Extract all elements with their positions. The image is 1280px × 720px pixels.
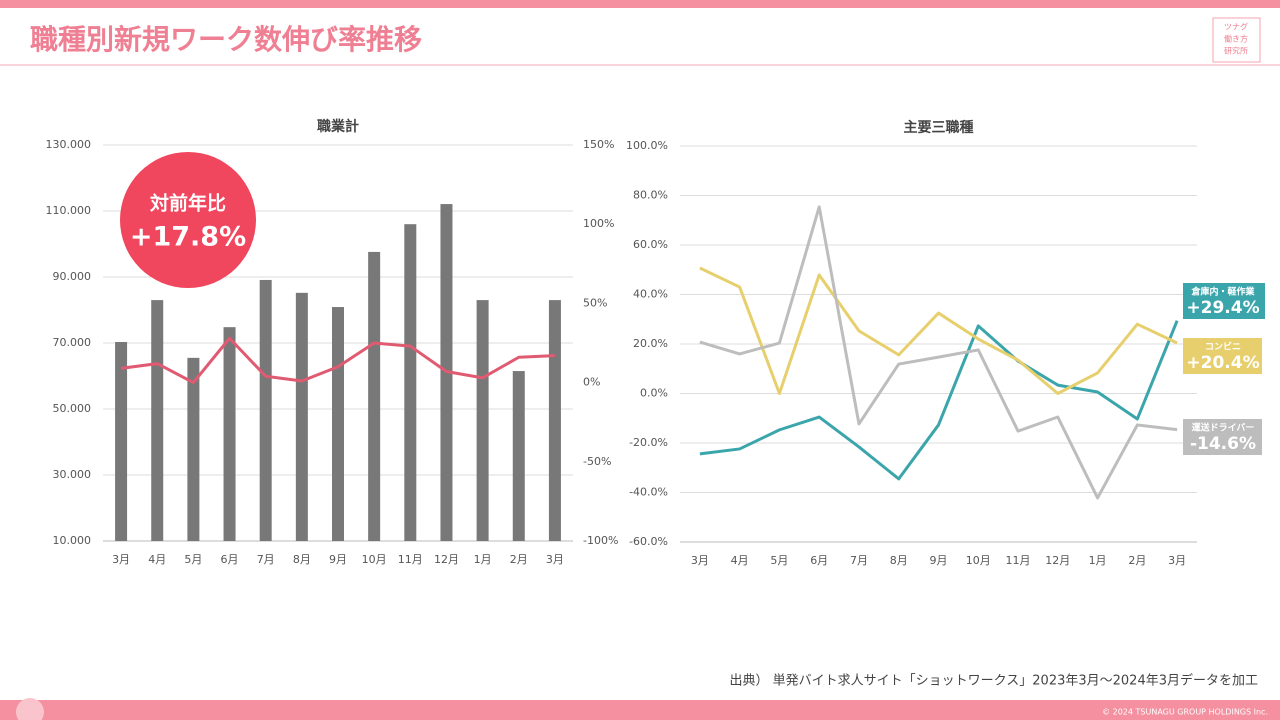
bar	[151, 300, 164, 541]
x-tick-label: 10月	[966, 554, 991, 567]
x-tick-label: 10月	[362, 553, 387, 566]
y2-tick-label: -100%	[583, 534, 618, 547]
x-tick-label: 3月	[112, 553, 130, 566]
callout-title: 対前年比	[149, 192, 226, 215]
x-tick-label: 12月	[434, 553, 459, 566]
y-tick-label: 130.000	[46, 138, 92, 151]
x-tick-label: 3月	[1168, 554, 1186, 567]
x-tick-label: 9月	[930, 554, 948, 567]
y2-tick-label: 0%	[583, 376, 600, 389]
x-tick-label: 1月	[474, 553, 492, 566]
x-tick-label: 8月	[890, 554, 908, 567]
x-tick-label: 7月	[257, 553, 275, 566]
end-label-name: 運送ドライバー	[1192, 422, 1255, 434]
x-tick-label: 5月	[184, 553, 202, 566]
logo-box	[1212, 17, 1261, 63]
y-tick-label: 60.0%	[633, 238, 668, 251]
line	[699, 320, 1179, 481]
y-tick-label: -60.0%	[629, 535, 668, 548]
end-label-box	[1183, 338, 1262, 374]
bar	[115, 342, 128, 541]
bar	[512, 371, 525, 541]
logo-text: 働き方	[1224, 34, 1248, 44]
chart-title: 職業計	[317, 118, 359, 135]
bottom-bar	[0, 700, 1280, 720]
x-tick-label: 3月	[546, 553, 564, 566]
x-tick-label: 6月	[810, 554, 828, 567]
x-tick-label: 8月	[293, 553, 311, 566]
x-tick-label: 1月	[1089, 554, 1107, 567]
line	[699, 266, 1178, 395]
x-tick-label: 4月	[148, 553, 166, 566]
x-tick-label: 6月	[221, 553, 239, 566]
slide-title: 職種別新規ワーク数伸び率推移	[30, 23, 422, 56]
y-tick-label: 10.000	[53, 534, 92, 547]
bar	[187, 357, 200, 541]
y2-tick-label: 50%	[583, 296, 607, 309]
x-tick-label: 2月	[1128, 554, 1146, 567]
bar	[223, 327, 236, 541]
bar	[259, 279, 272, 541]
logo-text: ツナグ	[1224, 22, 1248, 32]
end-label-name: 倉庫内・軽作業	[1190, 286, 1255, 298]
x-tick-label: 11月	[398, 553, 423, 566]
bar	[548, 300, 561, 541]
y-tick-label: 40.0%	[633, 288, 668, 301]
x-tick-label: 7月	[850, 554, 868, 567]
line	[699, 205, 1178, 500]
x-tick-label: 9月	[329, 553, 347, 566]
top-bar	[0, 0, 1280, 8]
y-tick-label: 110.000	[46, 204, 92, 217]
bar	[295, 292, 308, 541]
end-label-box	[1183, 419, 1262, 455]
y-tick-label: 20.0%	[633, 337, 668, 350]
callout-circle	[120, 152, 256, 288]
end-label-value: -14.6%	[1190, 434, 1256, 454]
end-label-box	[1183, 283, 1265, 319]
y-tick-label: 100.0%	[626, 139, 668, 152]
end-label-name: コンビニ	[1205, 341, 1241, 353]
bar	[368, 251, 381, 542]
decoration	[16, 698, 44, 720]
y-tick-label: 30.000	[53, 468, 92, 481]
y-tick-label: 70.000	[53, 336, 92, 349]
x-tick-label: 12月	[1045, 554, 1070, 567]
end-label-value: +29.4%	[1186, 298, 1259, 318]
bar	[404, 224, 417, 541]
y-tick-label: 50.000	[53, 402, 92, 415]
chart-title: 主要三職種	[904, 119, 974, 136]
bar	[476, 300, 489, 541]
x-tick-label: 3月	[691, 554, 709, 567]
x-tick-label: 11月	[1006, 554, 1031, 567]
callout-value: +17.8%	[130, 222, 246, 253]
source: 出典） 単発バイト求人サイト「ショットワークス」2023年3月～2024年3月デ…	[730, 673, 1258, 689]
y-tick-label: 90.000	[53, 270, 92, 283]
end-label-value: +20.4%	[1186, 353, 1259, 373]
copyright: © 2024 TSUNAGU GROUP HOLDINGS Inc.	[1102, 708, 1268, 717]
x-tick-label: 2月	[510, 553, 528, 566]
logo-text: 研究所	[1224, 46, 1248, 56]
line	[120, 336, 555, 385]
y2-tick-label: 100%	[583, 217, 614, 230]
x-tick-label: 4月	[731, 554, 749, 567]
y2-tick-label: -50%	[583, 455, 611, 468]
y-tick-label: -40.0%	[629, 486, 668, 499]
x-tick-label: 5月	[770, 554, 788, 567]
y-tick-label: 80.0%	[633, 189, 668, 202]
title-rule	[0, 64, 1280, 66]
y-tick-label: 0.0%	[640, 387, 668, 400]
y-tick-label: -20.0%	[629, 436, 668, 449]
bar	[332, 307, 344, 541]
y2-tick-label: 150%	[583, 138, 614, 151]
